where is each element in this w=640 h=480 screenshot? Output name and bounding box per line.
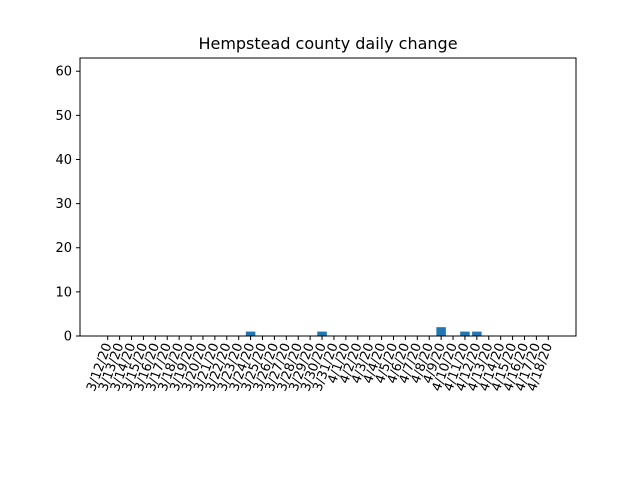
y-tick-label: 60 <box>55 65 72 80</box>
bar-4-11-20 <box>460 331 470 336</box>
y-tick-label: 50 <box>55 109 72 124</box>
bar-4-9-20 <box>436 327 446 336</box>
y-tick-label: 10 <box>55 285 72 300</box>
chart-title: Hempstead county daily change <box>198 34 457 53</box>
bar-3-24-20 <box>245 331 256 336</box>
bars-group <box>245 327 482 336</box>
y-tick-label: 20 <box>55 241 72 256</box>
bar-3-30-20 <box>317 331 327 336</box>
bar-4-12-20 <box>472 331 482 336</box>
y-tick-label: 40 <box>55 153 72 168</box>
y-axis: 0 10 20 30 40 50 60 <box>55 65 80 345</box>
plot-frame <box>79 57 577 337</box>
y-tick-label: 30 <box>55 197 72 212</box>
x-axis: 3/12/203/13/203/14/203/15/203/16/203/17/… <box>84 336 556 393</box>
y-tick-label: 0 <box>64 330 72 345</box>
